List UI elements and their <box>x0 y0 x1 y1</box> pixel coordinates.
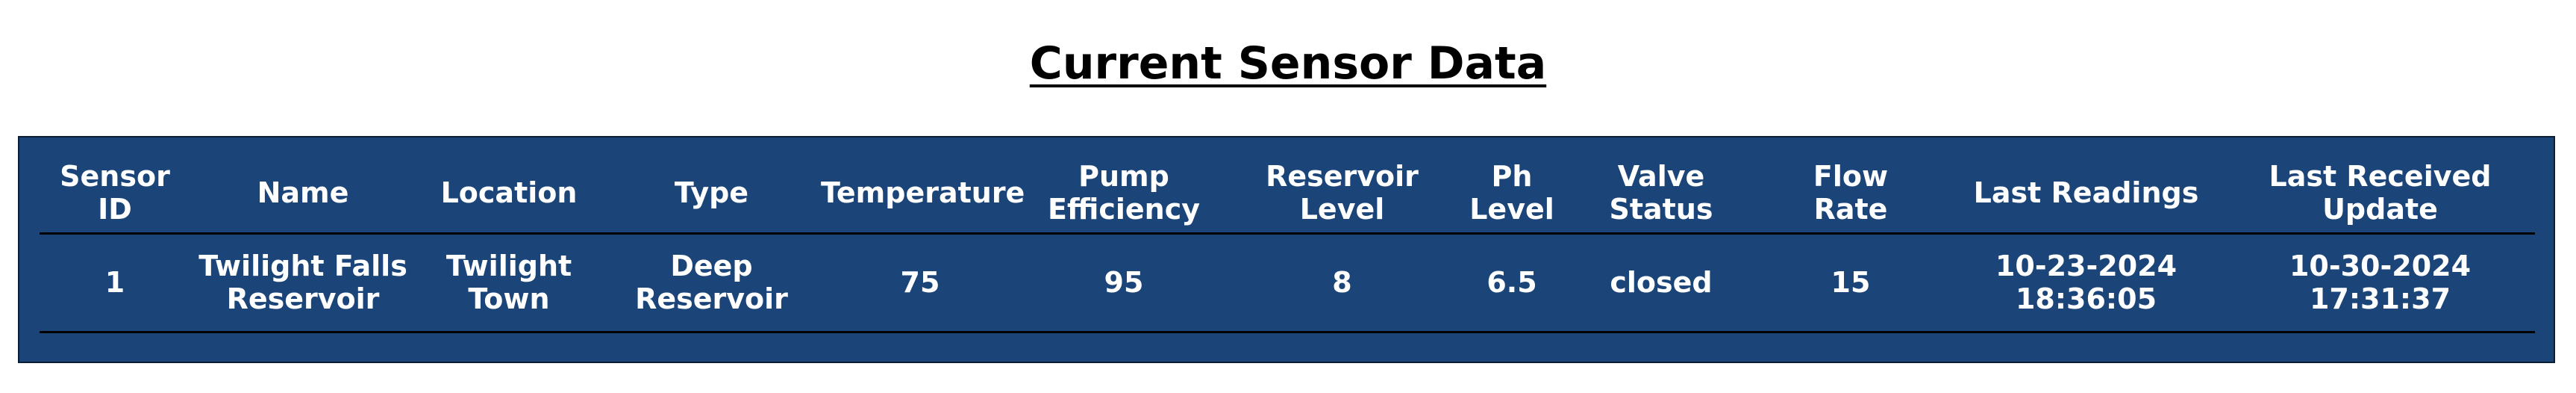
cell-last-received-update: 10-30-2024 17:31:37 <box>2225 233 2535 333</box>
cell-ph-level: 6.5 <box>1456 233 1568 333</box>
table-row: 1 Twilight Falls Reservoir Twilight Town… <box>40 233 2535 333</box>
column-header-temperature: Temperature <box>821 154 1025 235</box>
cell-text: 10-30-2024 17:31:37 <box>2289 250 2472 315</box>
cell-text: Deep Reservoir <box>635 250 788 315</box>
sensor-data-table: Sensor ID Name Location Type Temperature… <box>40 154 2535 333</box>
cell-reservoir-level: 8 <box>1228 233 1456 333</box>
column-header-label: Valve Status <box>1609 160 1713 226</box>
column-header-label: Flow Rate <box>1813 160 1889 226</box>
column-header-flow-rate: Flow Rate <box>1754 154 1947 235</box>
page-title: Current Sensor Data <box>1029 37 1547 90</box>
column-header-ph-level: Ph Level <box>1456 154 1568 235</box>
column-header-valve-status: Valve Status <box>1568 154 1754 235</box>
column-header-reservoir-level: Reservoir Level <box>1228 154 1456 235</box>
cell-type: Deep Reservoir <box>602 233 821 333</box>
column-header-label: Last Received Update <box>2269 160 2492 226</box>
cell-location: Twilight Town <box>416 233 602 333</box>
column-header-pump-efficiency: Pump Efficiency <box>1019 154 1228 235</box>
cell-temperature: 75 <box>821 233 1019 333</box>
cell-text: Twilight Falls Reservoir <box>198 250 407 315</box>
table-header-row: Sensor ID Name Location Type Temperature… <box>40 154 2535 235</box>
cell-sensor-id: 1 <box>40 233 190 333</box>
cell-last-readings: 10-23-2024 18:36:05 <box>1947 233 2225 333</box>
sensor-data-panel: Sensor ID Name Location Type Temperature… <box>18 136 2555 363</box>
column-header-last-readings: Last Readings <box>1947 154 2225 235</box>
column-header-label: Reservoir Level <box>1266 160 1419 226</box>
cell-text: 10-23-2024 18:36:05 <box>1995 250 2178 315</box>
column-header-type: Type <box>602 154 821 235</box>
column-header-sensor-id: Sensor ID <box>40 154 190 235</box>
cell-text: Twilight Town <box>446 250 572 315</box>
cell-valve-status: closed <box>1568 233 1754 333</box>
cell-flow-rate: 15 <box>1754 233 1947 333</box>
column-header-name: Name <box>190 154 416 235</box>
column-header-last-received-update: Last Received Update <box>2225 154 2535 235</box>
cell-pump-efficiency: 95 <box>1019 233 1228 333</box>
column-header-location: Location <box>416 154 602 235</box>
cell-name: Twilight Falls Reservoir <box>190 233 416 333</box>
column-header-label: Sensor ID <box>60 160 170 226</box>
